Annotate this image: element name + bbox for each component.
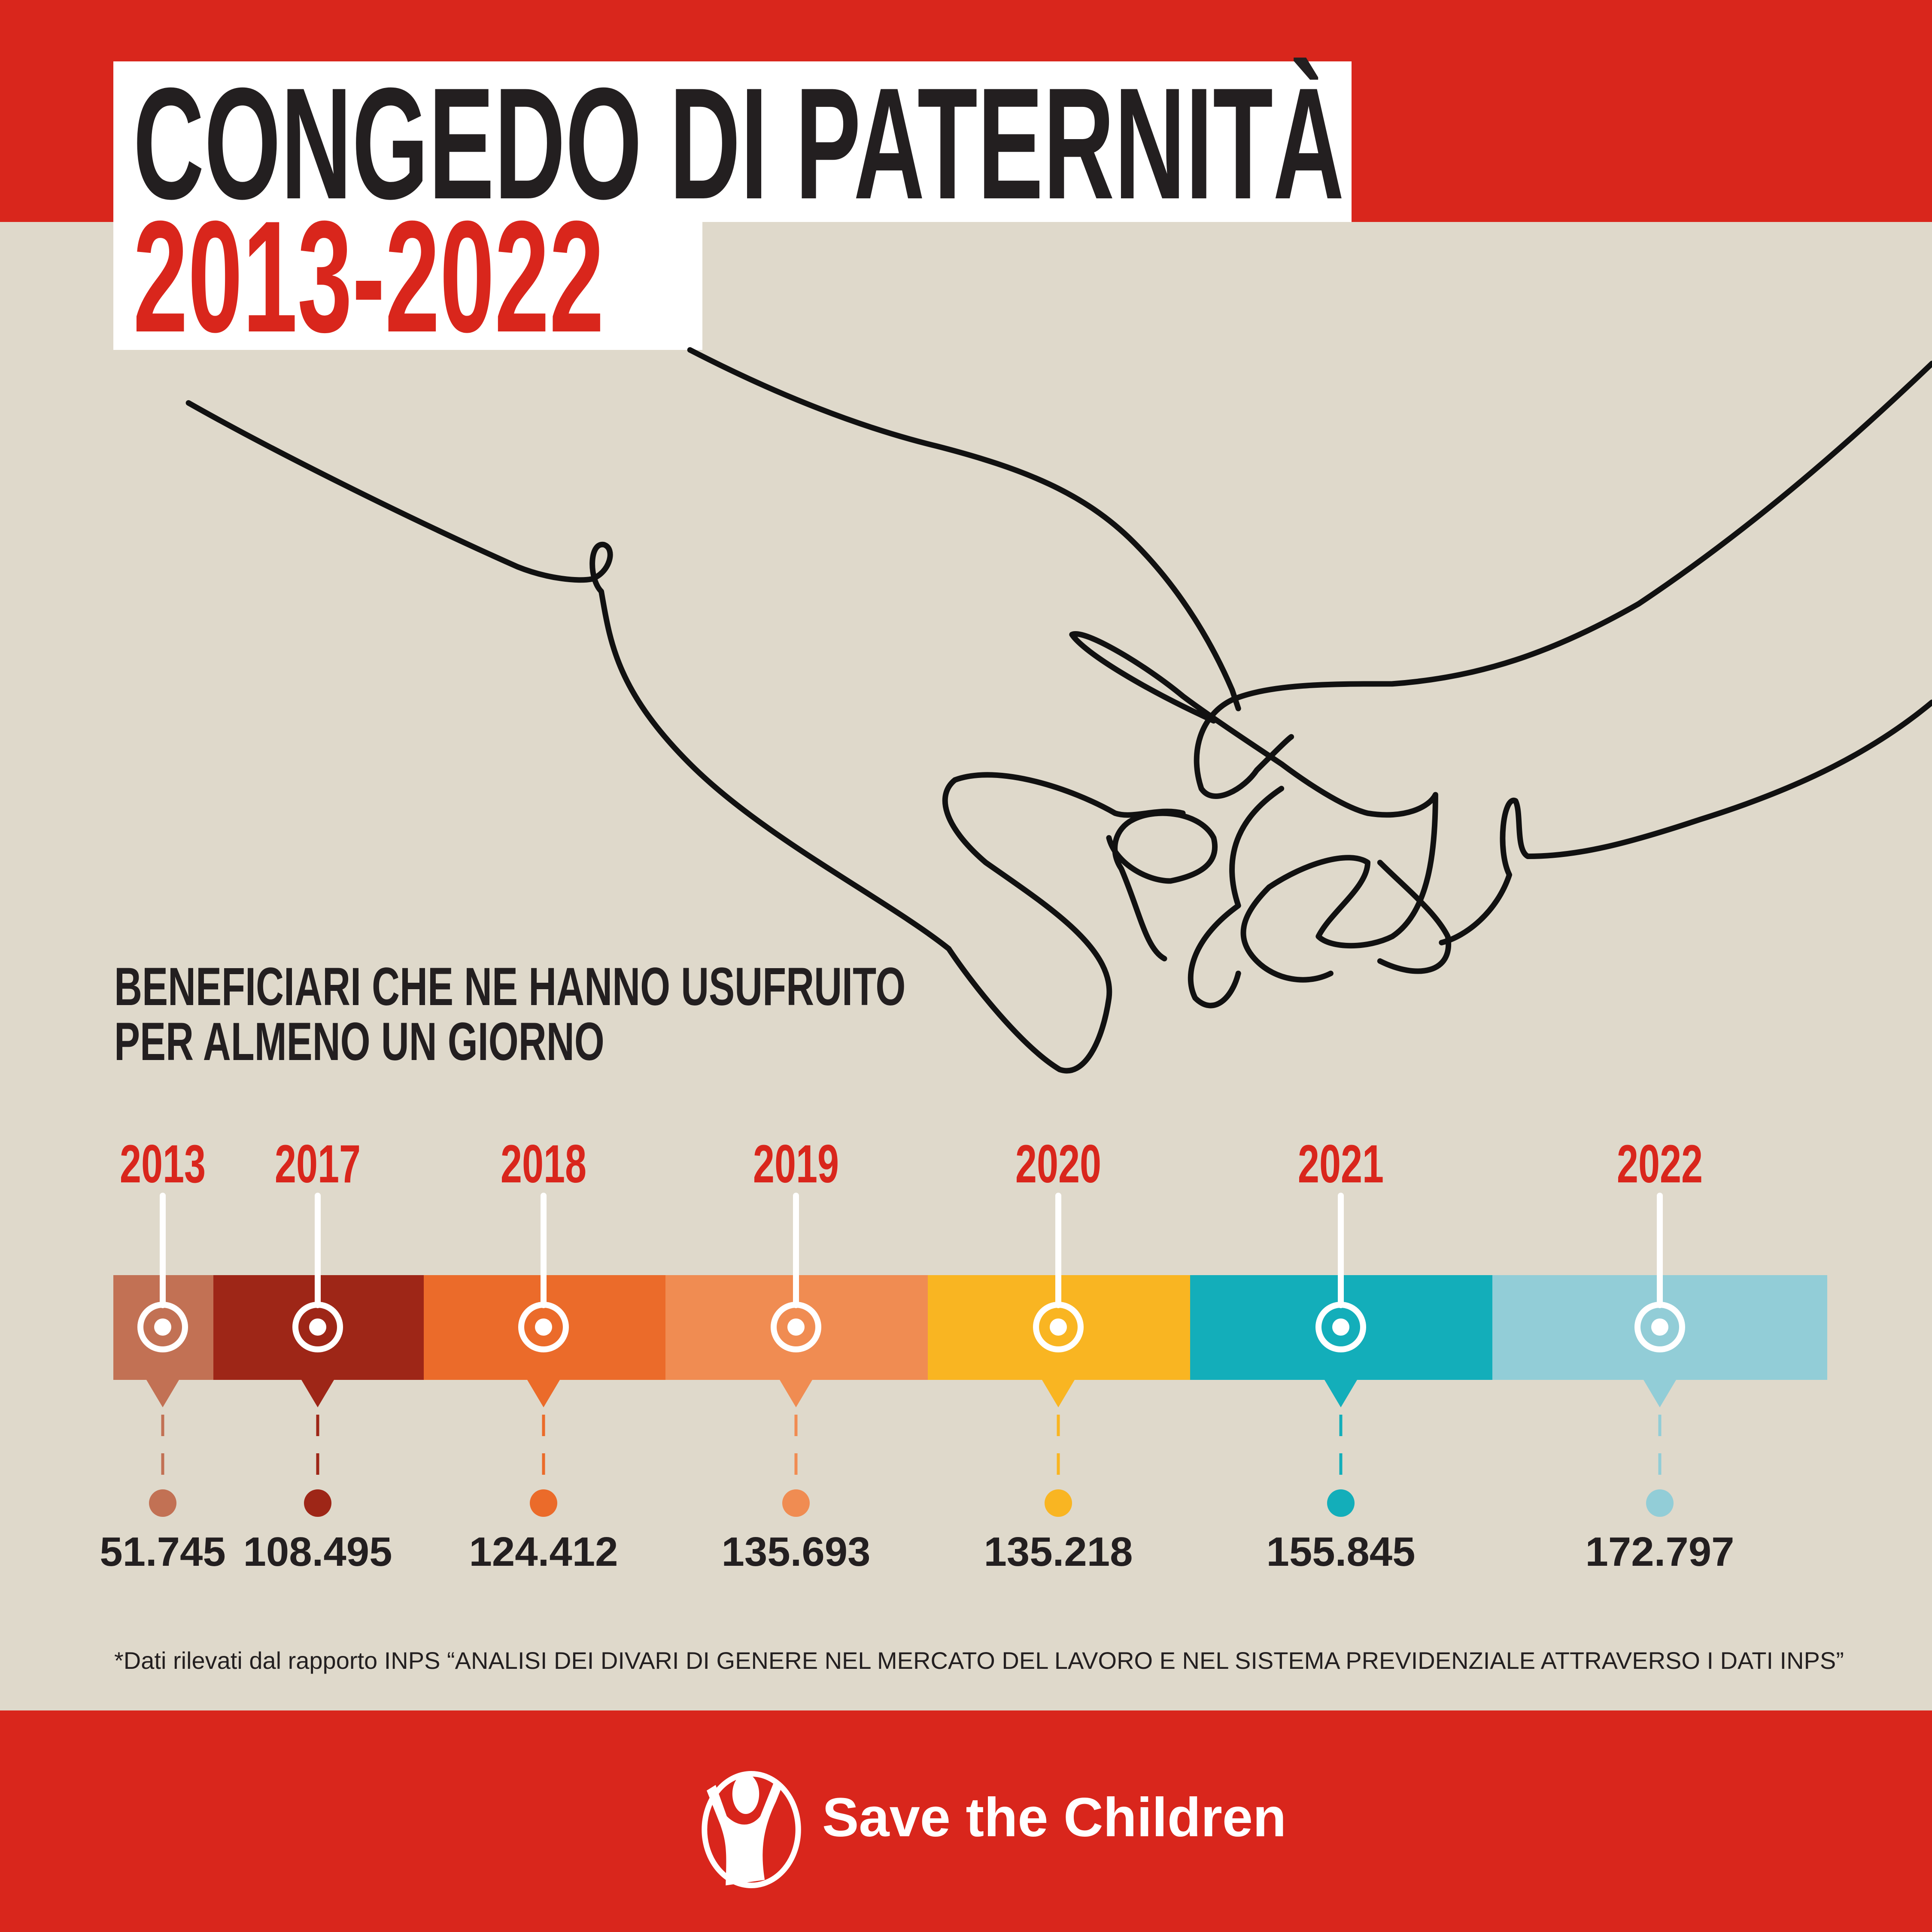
pointer-triangle: [1324, 1380, 1357, 1407]
pin-ring-icon: [518, 1302, 569, 1352]
pin-center-icon: [787, 1318, 805, 1336]
value-label: 135.693: [721, 1529, 871, 1575]
year-label: 2017: [274, 1134, 361, 1194]
year-label: 2013: [119, 1134, 206, 1194]
timeline-marker-2022: [1634, 1193, 1685, 1517]
timeline-marker-2017: [292, 1193, 343, 1517]
child-lower-arm-line: [1439, 699, 1932, 945]
fingers-line: [1069, 631, 1452, 1009]
timeline-marker-2019: [771, 1193, 821, 1517]
value-label: 108.495: [243, 1529, 392, 1575]
value-label: 124.412: [469, 1529, 618, 1575]
save-the-children-logo-icon: [702, 1771, 801, 1888]
year-label: 2021: [1297, 1134, 1384, 1194]
pin-center-icon: [154, 1318, 171, 1336]
timeline-marker-2018: [518, 1193, 569, 1517]
pointer-triangle: [527, 1380, 560, 1407]
pin-ring-icon: [771, 1302, 821, 1352]
subtitle-line-1: BENEFICIARI CHE NE HANNO USUFRUITO: [114, 957, 906, 1017]
pin-center-icon: [309, 1318, 326, 1336]
title-box: [113, 61, 1352, 222]
adult-arm-line: [185, 400, 1186, 1074]
logo-text: Save the Children: [822, 1787, 1287, 1848]
value-dot: [1646, 1489, 1674, 1517]
subtitle-line-2: PER ALMENO UN GIORNO: [114, 1012, 605, 1072]
timeline-marker-2021: [1315, 1193, 1366, 1517]
pointer-triangle: [146, 1380, 179, 1407]
year-label: 2022: [1616, 1134, 1703, 1194]
child-arm-line: [1194, 361, 1932, 799]
pin-center-icon: [1651, 1318, 1668, 1336]
pin-center-icon: [1050, 1318, 1067, 1336]
value-label: 51.745: [100, 1529, 226, 1575]
pin-ring-icon: [1033, 1302, 1084, 1352]
pin-center-icon: [1332, 1318, 1349, 1336]
year-label: 2020: [1015, 1134, 1102, 1194]
pointer-triangle: [1042, 1380, 1075, 1407]
value-label: 155.845: [1266, 1529, 1416, 1575]
source-footnote: *Dati rilevati dal rapporto INPS “ANALIS…: [114, 1647, 1844, 1674]
value-dot: [1327, 1489, 1355, 1517]
page-title: CONGEDO DI PATERNITÀ: [133, 55, 1344, 232]
value-dot: [149, 1489, 176, 1517]
value-dot: [530, 1489, 557, 1517]
pointer-triangle: [780, 1380, 812, 1407]
adult-upper-arm-line: [687, 347, 1241, 711]
pointer-triangle: [1643, 1380, 1676, 1407]
timeline-marker-2013: [137, 1193, 188, 1517]
pin-ring-icon: [1634, 1302, 1685, 1352]
year-label: 2019: [753, 1134, 839, 1194]
pointer-triangle: [301, 1380, 334, 1407]
bottom-red-band: [0, 1710, 1932, 1932]
year-label: 2018: [500, 1134, 587, 1194]
value-label: 172.797: [1585, 1529, 1735, 1575]
timeline-marker-2020: [1033, 1193, 1084, 1517]
period-title: 2013-2022: [133, 188, 605, 365]
pin-ring-icon: [292, 1302, 343, 1352]
pin-ring-icon: [1315, 1302, 1366, 1352]
pin-center-icon: [535, 1318, 552, 1336]
pin-ring-icon: [137, 1302, 188, 1352]
value-dot: [304, 1489, 331, 1517]
period-box: [113, 222, 702, 350]
value-label: 135.218: [984, 1529, 1133, 1575]
chart-subtitle: BENEFICIARI CHE NE HANNO USUFRUITO PER A…: [114, 960, 905, 1069]
value-dot: [782, 1489, 810, 1517]
value-dot: [1045, 1489, 1072, 1517]
